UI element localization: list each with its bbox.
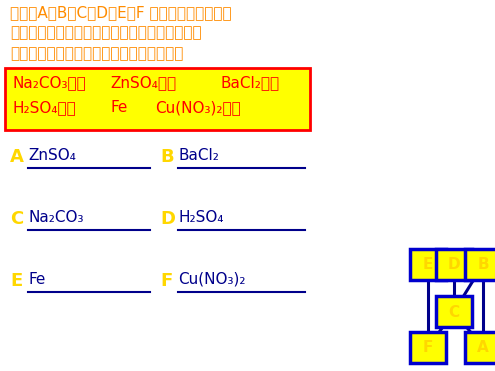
Text: 下图有A、B、C、D、E、F 六个编号，每个编号: 下图有A、B、C、D、E、F 六个编号，每个编号 xyxy=(10,5,232,20)
Text: Na₂CO₃: Na₂CO₃ xyxy=(28,210,84,225)
Text: F: F xyxy=(423,340,433,355)
Text: D: D xyxy=(447,257,460,272)
Text: E: E xyxy=(10,272,22,290)
FancyBboxPatch shape xyxy=(465,249,495,280)
Text: ZnSO₄溶液: ZnSO₄溶液 xyxy=(110,75,176,90)
Text: BaCl₂溶液: BaCl₂溶液 xyxy=(220,75,279,90)
FancyBboxPatch shape xyxy=(436,249,472,280)
Text: BaCl₂: BaCl₂ xyxy=(178,148,219,163)
FancyBboxPatch shape xyxy=(5,68,310,130)
Text: E: E xyxy=(423,257,433,272)
FancyBboxPatch shape xyxy=(465,332,495,362)
FancyBboxPatch shape xyxy=(410,249,446,280)
Text: Cu(NO₃)₂: Cu(NO₃)₂ xyxy=(178,272,246,287)
Text: B: B xyxy=(477,257,489,272)
Text: H₂SO₄溶液: H₂SO₄溶液 xyxy=(12,100,76,115)
Text: A: A xyxy=(477,340,489,355)
Text: ZnSO₄: ZnSO₄ xyxy=(28,148,76,163)
Text: A: A xyxy=(10,148,24,166)
Text: Na₂CO₃溶液: Na₂CO₃溶液 xyxy=(12,75,86,90)
Text: Fe: Fe xyxy=(110,100,127,115)
Text: C: C xyxy=(10,210,23,228)
Text: D: D xyxy=(160,210,175,228)
Text: Cu(NO₃)₂溶液: Cu(NO₃)₂溶液 xyxy=(155,100,241,115)
FancyBboxPatch shape xyxy=(436,296,472,327)
Text: F: F xyxy=(160,272,172,290)
FancyBboxPatch shape xyxy=(410,332,446,362)
Text: 代表下列物质中的一种，两物质之间的短线表示: 代表下列物质中的一种，两物质之间的短线表示 xyxy=(10,25,201,40)
Text: H₂SO₄: H₂SO₄ xyxy=(178,210,224,225)
Text: 两物质之间能发生化学反应，这六种物质是: 两物质之间能发生化学反应，这六种物质是 xyxy=(10,46,183,61)
Text: B: B xyxy=(160,148,174,166)
Text: Fe: Fe xyxy=(28,272,46,287)
Text: C: C xyxy=(448,305,459,319)
